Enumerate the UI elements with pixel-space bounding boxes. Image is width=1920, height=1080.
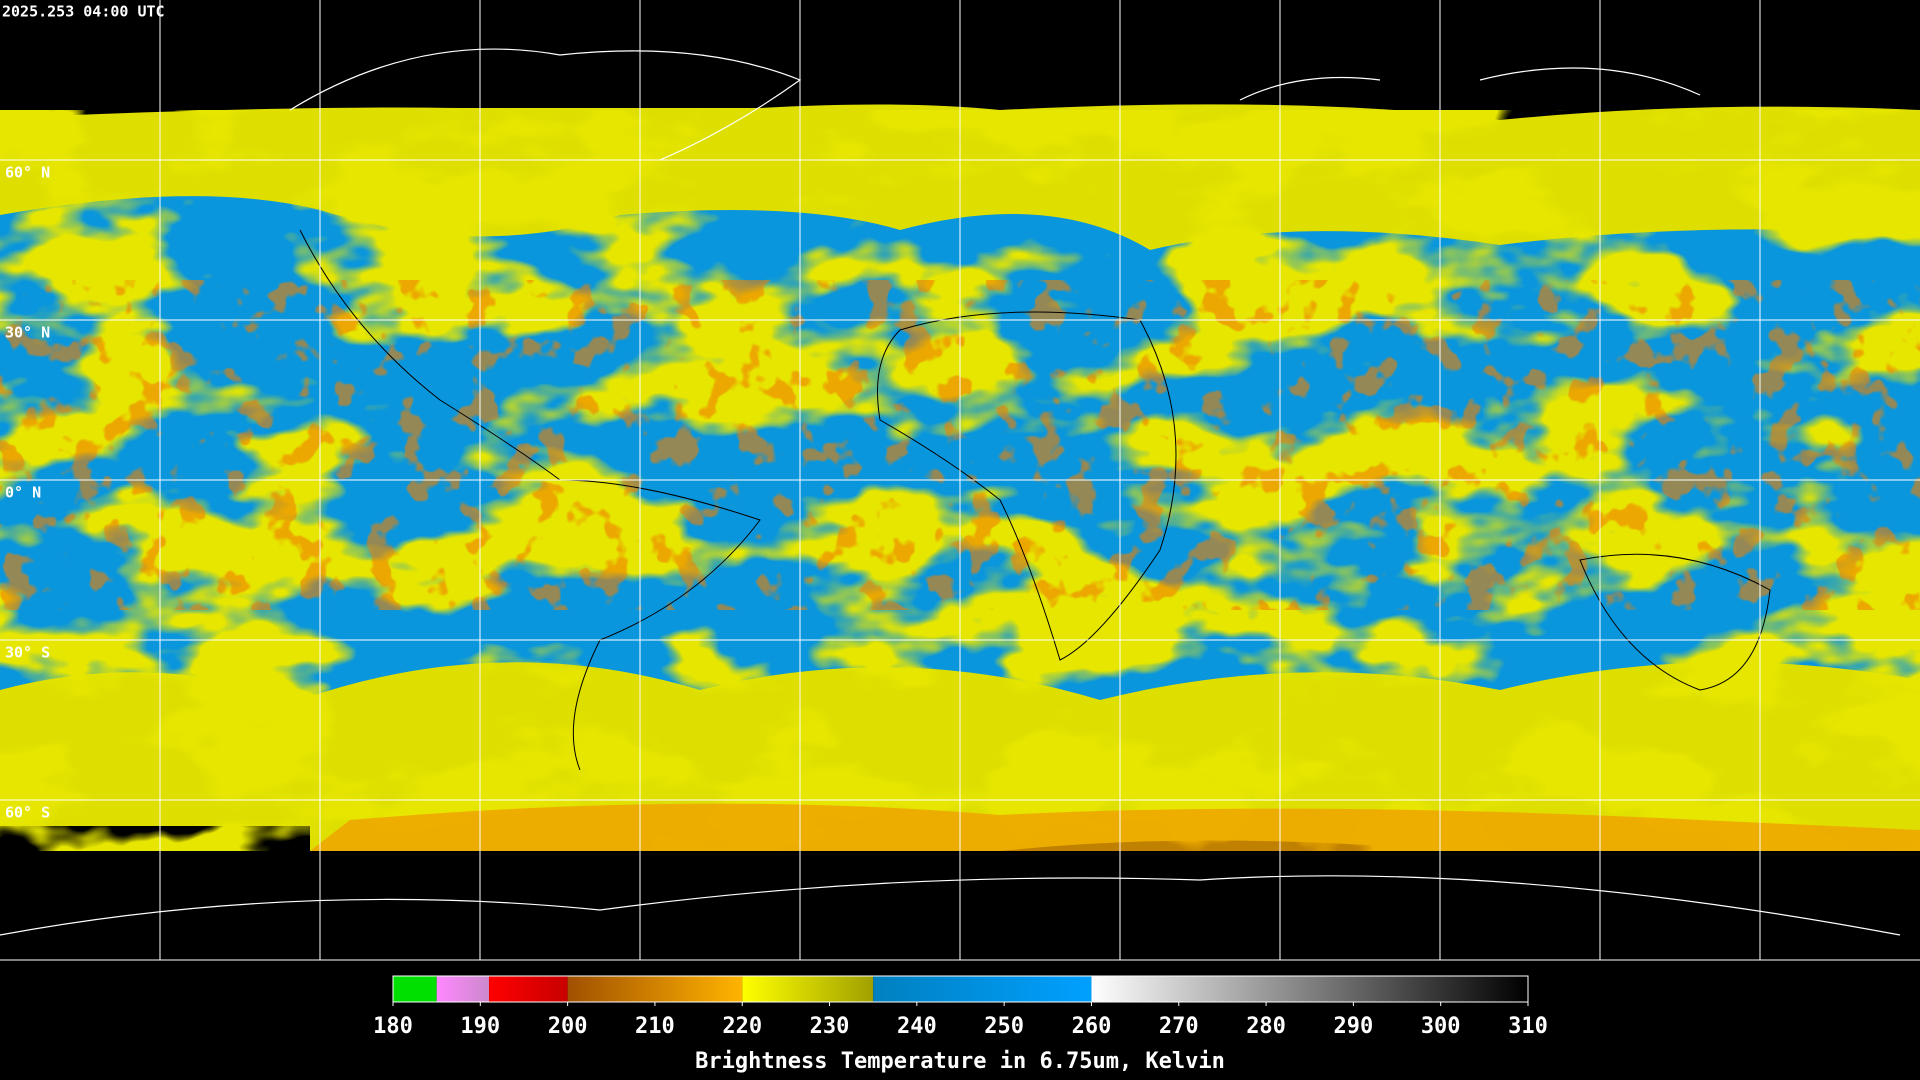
- colorbar-frame: [392, 975, 1529, 1003]
- colorbar-tick-label: 310: [1508, 1014, 1548, 1039]
- colorbar-segment: [436, 976, 490, 1002]
- map: [0, 0, 1920, 960]
- colorbar-tick-label: 280: [1246, 1014, 1286, 1039]
- coastlines: [0, 48, 1901, 936]
- latitude-label: 30° S: [5, 644, 50, 662]
- colorbar-segment: [567, 976, 743, 1002]
- graticule: [0, 0, 1920, 960]
- colorbar-segment: [489, 976, 568, 1002]
- colorbar-tick-label: 210: [635, 1014, 675, 1039]
- latitude-label: 60° N: [5, 164, 50, 182]
- colorbar: 180 190 200 210 220 230 240 250 260 270 280 290 300 3…: [373, 975, 1548, 1074]
- colorbar-tick-label: 240: [897, 1014, 937, 1039]
- colorbar-tick-label: 300: [1421, 1014, 1461, 1039]
- colorbar-tick-label: 220: [722, 1014, 762, 1039]
- colorbar-label: Brightness Temperature in 6.75um, Kelvin: [695, 1049, 1225, 1074]
- colorbar-tick-label: 180: [373, 1014, 413, 1039]
- latitude-label: 60° S: [5, 804, 50, 822]
- colorbar-tick-label: 230: [810, 1014, 850, 1039]
- colorbar-segment: [1091, 976, 1528, 1002]
- colorbar-tick-label: 290: [1334, 1014, 1374, 1039]
- colorbar-segment: [873, 976, 1092, 1002]
- latitude-label: 0° N: [5, 484, 41, 502]
- colorbar-tick-label: 260: [1072, 1014, 1112, 1039]
- colorbar-tick-label: 270: [1159, 1014, 1199, 1039]
- colorbar-segment: [742, 976, 874, 1002]
- colorbar-segment: [393, 976, 437, 1002]
- cold-band: [310, 803, 1920, 851]
- latitude-label: 30° N: [5, 324, 50, 342]
- colorbar-tick-label: 190: [460, 1014, 500, 1039]
- colorbar-tick-label: 250: [984, 1014, 1024, 1039]
- timestamp: 2025.253 04:00 UTC: [2, 3, 165, 21]
- colorbar-tick-label: 200: [548, 1014, 588, 1039]
